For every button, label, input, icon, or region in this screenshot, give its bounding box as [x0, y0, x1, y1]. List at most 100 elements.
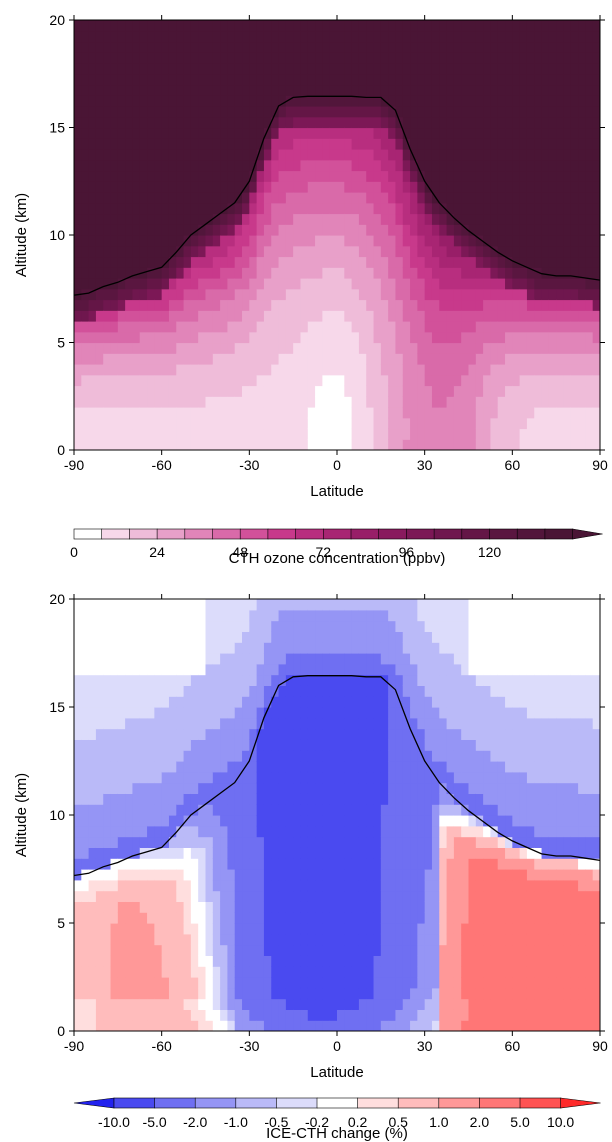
field-cell [190, 998, 199, 1010]
field-cell [315, 663, 323, 676]
field-cell [322, 73, 331, 86]
field-cell [307, 761, 316, 773]
field-cell [585, 364, 594, 376]
field-cell [212, 609, 221, 622]
field-cell [315, 631, 323, 643]
field-cell [103, 663, 112, 676]
field-cell [497, 278, 506, 290]
field-cell [256, 620, 265, 632]
field-cell [263, 696, 272, 708]
field-cell [424, 717, 433, 730]
field-cell [95, 213, 104, 225]
field-cell [380, 428, 389, 440]
field-cell [453, 310, 462, 322]
field-cell [256, 84, 265, 96]
field-cell [373, 847, 382, 859]
field-cell [439, 987, 448, 1000]
field-cell [512, 127, 521, 139]
field-cell [505, 364, 513, 376]
field-cell [74, 428, 82, 440]
colorbar-swatch [544, 528, 574, 540]
field-cell [592, 224, 600, 236]
field-cell [154, 407, 163, 419]
field-cell [154, 912, 163, 924]
field-cell [475, 396, 484, 408]
field-cell [439, 944, 448, 956]
field-cell [315, 739, 323, 751]
field-cell [234, 782, 243, 794]
field-cell [475, 116, 484, 129]
field-cell [81, 267, 90, 279]
field-cell [461, 235, 470, 247]
field-cell [519, 374, 528, 387]
field-cell [125, 138, 134, 150]
field-cell [497, 407, 506, 419]
field-cell [373, 310, 382, 322]
field-cell [592, 353, 600, 365]
field-cell [293, 407, 302, 419]
field-cell [351, 385, 360, 397]
field-cell [103, 653, 112, 665]
field-cell [307, 224, 316, 236]
field-cell [263, 728, 272, 740]
field-cell [534, 138, 543, 150]
field-cell [402, 159, 411, 172]
field-cell [453, 127, 462, 139]
field-cell [388, 847, 397, 859]
field-cell [439, 825, 448, 838]
field-cell [563, 159, 572, 172]
field-cell [512, 213, 521, 225]
field-cell [592, 127, 600, 139]
field-cell [198, 653, 207, 665]
field-cell [74, 966, 82, 978]
field-cell [271, 620, 280, 632]
field-cell [373, 417, 382, 430]
field-cell [439, 116, 448, 129]
field-cell [548, 127, 557, 139]
field-cell [417, 417, 426, 430]
field-cell [110, 20, 119, 32]
field-cell [161, 977, 170, 989]
field-cell [505, 417, 513, 430]
field-cell [220, 116, 229, 129]
field-cell [256, 353, 265, 365]
field-cell [227, 396, 236, 408]
field-cell [271, 955, 280, 967]
field-cell [242, 288, 250, 301]
field-cell [505, 170, 513, 182]
field-cell [322, 631, 331, 643]
field-cell [585, 20, 594, 32]
field-cell [88, 761, 97, 773]
field-cell [461, 256, 470, 268]
field-cell [322, 95, 331, 107]
field-cell [344, 288, 353, 301]
field-cell [358, 761, 367, 773]
field-cell [395, 374, 404, 387]
field-cell [256, 685, 265, 697]
field-cell [358, 245, 367, 258]
field-cell [256, 342, 265, 354]
field-cell [205, 245, 214, 258]
field-cell [132, 998, 141, 1010]
field-cell [337, 728, 345, 740]
field-cell [541, 95, 550, 107]
field-cell [570, 181, 579, 193]
field-cell [234, 30, 243, 43]
field-cell [402, 407, 411, 419]
field-cell [234, 739, 243, 751]
field-cell [132, 116, 141, 129]
field-cell [154, 696, 163, 708]
field-cell [424, 663, 433, 676]
field-cell [453, 95, 462, 107]
field-cell [351, 912, 360, 924]
field-cell [249, 439, 258, 450]
field-cell [431, 793, 440, 805]
field-cell [103, 170, 112, 182]
field-cell [556, 374, 565, 387]
field-cell [439, 181, 448, 193]
field-cell [263, 278, 272, 290]
field-cell [198, 310, 207, 322]
field-cell [439, 728, 448, 740]
field-cell [242, 95, 250, 107]
field-cell [285, 439, 294, 450]
